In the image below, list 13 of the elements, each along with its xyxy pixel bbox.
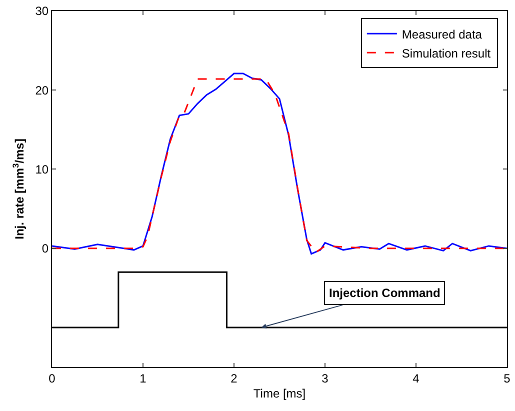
- x-tick-label: 2: [230, 371, 238, 386]
- legend-label: Measured data: [402, 27, 482, 42]
- x-tick-label: 5: [504, 371, 511, 386]
- y-tick-label: 0: [42, 242, 49, 256]
- x-tick-label: 3: [322, 371, 329, 386]
- legend-label: Simulation result: [402, 46, 492, 60]
- y-tick-label: 20: [35, 83, 49, 98]
- y-tick-label: 30: [35, 4, 49, 18]
- y-tick-label: 10: [35, 162, 49, 176]
- annotation: Injection Command: [329, 286, 440, 300]
- x-axis-title: Time [ms]: [253, 386, 306, 400]
- x-tick-label: 1: [140, 371, 147, 386]
- x-tick-label: 4: [412, 371, 420, 386]
